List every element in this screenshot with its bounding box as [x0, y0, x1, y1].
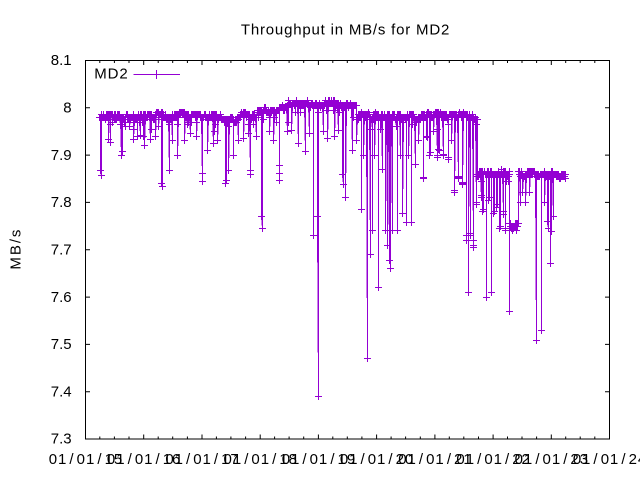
svg-text:01/01/24: 01/01/24 — [573, 451, 640, 468]
svg-text:8.1: 8.1 — [51, 52, 72, 69]
svg-text:MB/s: MB/s — [7, 228, 24, 270]
svg-text:Throughput in MB/s for MD2: Throughput in MB/s for MD2 — [241, 22, 450, 39]
svg-text:7.9: 7.9 — [51, 147, 72, 164]
svg-text:7.8: 7.8 — [51, 194, 72, 211]
svg-text:7.7: 7.7 — [51, 241, 72, 258]
svg-text:7.3: 7.3 — [51, 431, 72, 448]
svg-text:7.6: 7.6 — [51, 289, 72, 306]
svg-text:8: 8 — [63, 100, 71, 117]
svg-text:7.4: 7.4 — [51, 383, 72, 400]
svg-text:7.5: 7.5 — [51, 336, 72, 353]
svg-text:MD2: MD2 — [94, 65, 128, 82]
